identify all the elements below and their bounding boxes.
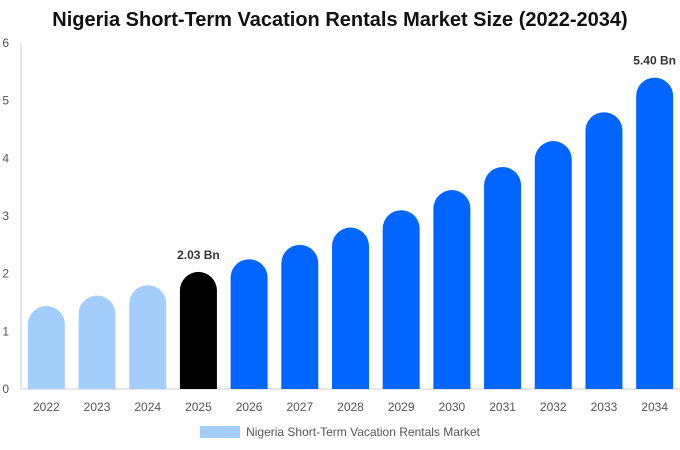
data-label-2034: 5.40 Bn (633, 54, 676, 68)
bar-2022[interactable] (27, 305, 65, 389)
bar-2031[interactable] (484, 167, 522, 389)
x-tick-label: 2031 (489, 400, 516, 414)
x-tick-label: 2028 (337, 400, 364, 414)
bar-2028[interactable] (332, 227, 369, 389)
x-tick-label: 2034 (641, 400, 668, 414)
y-tick-label: 3 (2, 209, 9, 223)
bar-2033[interactable] (585, 112, 623, 389)
bar-2023[interactable] (78, 295, 116, 389)
bar-2027[interactable] (281, 244, 319, 389)
x-tick-label: 2023 (84, 400, 111, 414)
legend-swatch (200, 426, 241, 438)
x-tick-label: 2033 (591, 400, 618, 414)
legend-label: Nigeria Short-Term Vacation Rentals Mark… (246, 425, 480, 439)
bar-2025[interactable] (179, 271, 217, 389)
bar-2024[interactable] (129, 285, 167, 389)
x-tick-label: 2030 (439, 400, 466, 414)
bar-2030[interactable] (433, 190, 471, 389)
chart-legend[interactable]: Nigeria Short-Term Vacation Rentals Mark… (0, 425, 680, 439)
chart-title: Nigeria Short-Term Vacation Rentals Mark… (52, 9, 628, 31)
y-tick-label: 5 (2, 94, 9, 108)
y-tick-label: 4 (2, 151, 9, 165)
x-tick-label: 2025 (185, 400, 212, 414)
y-tick-label: 0 (2, 382, 9, 396)
bar-2026[interactable] (230, 259, 268, 389)
bar-2034[interactable] (636, 77, 674, 389)
x-tick-label: 2029 (388, 400, 415, 414)
x-tick-label: 2024 (134, 400, 161, 414)
y-tick-label: 6 (2, 36, 9, 50)
y-tick-label: 2 (2, 267, 9, 281)
y-tick-label: 1 (2, 324, 9, 338)
data-label-2025: 2.03 Bn (177, 248, 220, 262)
bar-2029[interactable] (382, 210, 420, 389)
x-tick-label: 2022 (33, 400, 60, 414)
x-tick-label: 2027 (286, 400, 313, 414)
bar-2032[interactable] (534, 141, 572, 389)
x-tick-label: 2026 (236, 400, 263, 414)
x-tick-label: 2032 (540, 400, 567, 414)
